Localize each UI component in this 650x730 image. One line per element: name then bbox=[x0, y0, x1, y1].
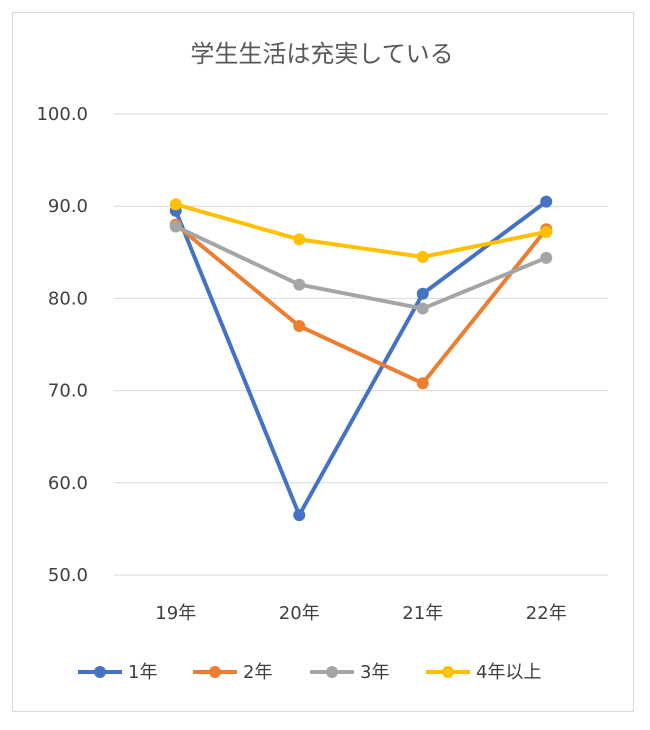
data-point bbox=[293, 509, 306, 522]
legend-item: 1年 bbox=[78, 662, 157, 683]
legend-label: 1年 bbox=[128, 662, 157, 683]
chart-frame bbox=[12, 12, 634, 712]
data-point bbox=[293, 320, 306, 333]
series-line bbox=[175, 202, 547, 259]
y-tick-label: 100.0 bbox=[36, 104, 88, 125]
y-tick-label: 90.0 bbox=[48, 196, 88, 217]
x-tick-label: 19年 bbox=[155, 603, 196, 624]
legend-item: 3年 bbox=[310, 662, 389, 683]
legend-item: 4年以上 bbox=[426, 662, 541, 683]
legend-marker bbox=[442, 666, 454, 678]
chart-title: 学生生活は充実している bbox=[190, 40, 453, 68]
data-point bbox=[416, 377, 429, 390]
legend-label: 3年 bbox=[360, 662, 389, 683]
y-tick-label: 80.0 bbox=[48, 288, 88, 309]
data-point bbox=[293, 233, 306, 246]
data-point bbox=[169, 220, 182, 233]
data-point bbox=[416, 302, 429, 315]
legend-marker bbox=[209, 666, 221, 678]
x-tick-label: 21年 bbox=[402, 603, 443, 624]
x-tick-label: 20年 bbox=[279, 603, 320, 624]
y-tick-label: 50.0 bbox=[48, 565, 88, 586]
legend: 1年 2年 3年 4年以上 bbox=[78, 662, 541, 683]
legend-label: 2年 bbox=[243, 662, 272, 683]
legend-label: 4年以上 bbox=[476, 662, 541, 683]
legend-item: 2年 bbox=[193, 662, 272, 683]
series-3 bbox=[169, 220, 553, 315]
data-point bbox=[540, 195, 553, 208]
series-lines bbox=[169, 195, 553, 522]
y-tick-label: 60.0 bbox=[48, 473, 88, 494]
x-tick-label: 22年 bbox=[526, 603, 567, 624]
legend-marker bbox=[326, 666, 338, 678]
y-axis-ticks: 100.0 90.0 80.0 70.0 60.0 50.0 bbox=[36, 104, 88, 586]
x-axis-ticks: 19年 20年 21年 22年 bbox=[155, 603, 566, 624]
series-4 bbox=[169, 198, 553, 263]
series-line bbox=[174, 224, 548, 311]
data-point bbox=[540, 251, 553, 264]
series-line bbox=[173, 199, 548, 518]
legend-marker bbox=[94, 666, 106, 678]
data-point bbox=[169, 198, 182, 211]
data-point bbox=[293, 278, 306, 291]
data-point bbox=[540, 226, 553, 239]
series-1 bbox=[169, 195, 553, 522]
series-line bbox=[174, 223, 548, 386]
data-point bbox=[416, 250, 429, 263]
y-tick-label: 70.0 bbox=[48, 381, 88, 402]
gridlines bbox=[114, 113, 608, 576]
data-point bbox=[416, 287, 429, 300]
